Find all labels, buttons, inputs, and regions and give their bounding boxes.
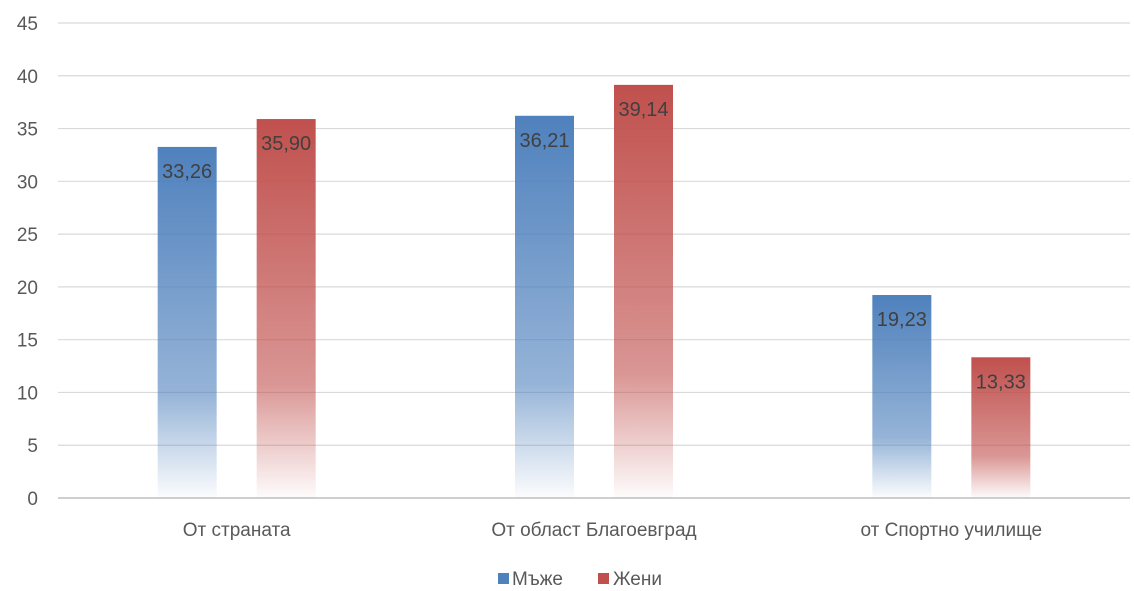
data-labels: 33,26 35,90 36,21 39,14 19,23 13,33	[162, 99, 1026, 393]
y-tick-label: 30	[17, 172, 38, 193]
bar-men	[515, 115, 574, 499]
bar-men	[157, 146, 217, 498]
legend-label-men: Мъже	[512, 569, 563, 590]
category-label: От област Благоевград	[491, 520, 696, 541]
bar-women	[971, 357, 1031, 498]
bar-women	[256, 119, 316, 499]
bars	[157, 84, 1031, 499]
legend-label-women: Жени	[613, 569, 662, 590]
y-tick-label: 25	[17, 225, 38, 246]
data-label: 35,90	[261, 133, 311, 155]
data-label: 33,26	[162, 161, 212, 183]
legend-swatch-women	[598, 573, 609, 584]
y-tick-label: 10	[17, 383, 38, 404]
y-tick-label: 5	[27, 436, 38, 457]
category-label: От страната	[183, 520, 291, 541]
data-label: 19,23	[877, 309, 927, 331]
y-tick-label: 40	[17, 67, 38, 88]
data-label: 39,14	[618, 99, 668, 121]
category-labels: От страната От област Благоевград от Спорт…	[183, 520, 1042, 541]
legend-swatch-men	[498, 573, 509, 584]
y-tick-label: 15	[17, 331, 38, 352]
data-label: 36,21	[519, 130, 569, 152]
bar-men	[872, 295, 932, 498]
y-tick-label: 45	[17, 14, 38, 35]
y-tick-label: 0	[27, 489, 38, 510]
y-tick-label: 20	[17, 278, 38, 299]
y-tick-label: 35	[17, 120, 38, 141]
data-label: 13,33	[976, 371, 1026, 393]
legend: Мъже Жени	[498, 569, 662, 590]
category-label: от Спортно училище	[861, 520, 1043, 541]
y-axis-ticks: 0 5 10 15 20 25 30 35 40 45	[17, 14, 38, 510]
bar-women	[614, 84, 673, 498]
gridlines	[58, 22, 1130, 499]
